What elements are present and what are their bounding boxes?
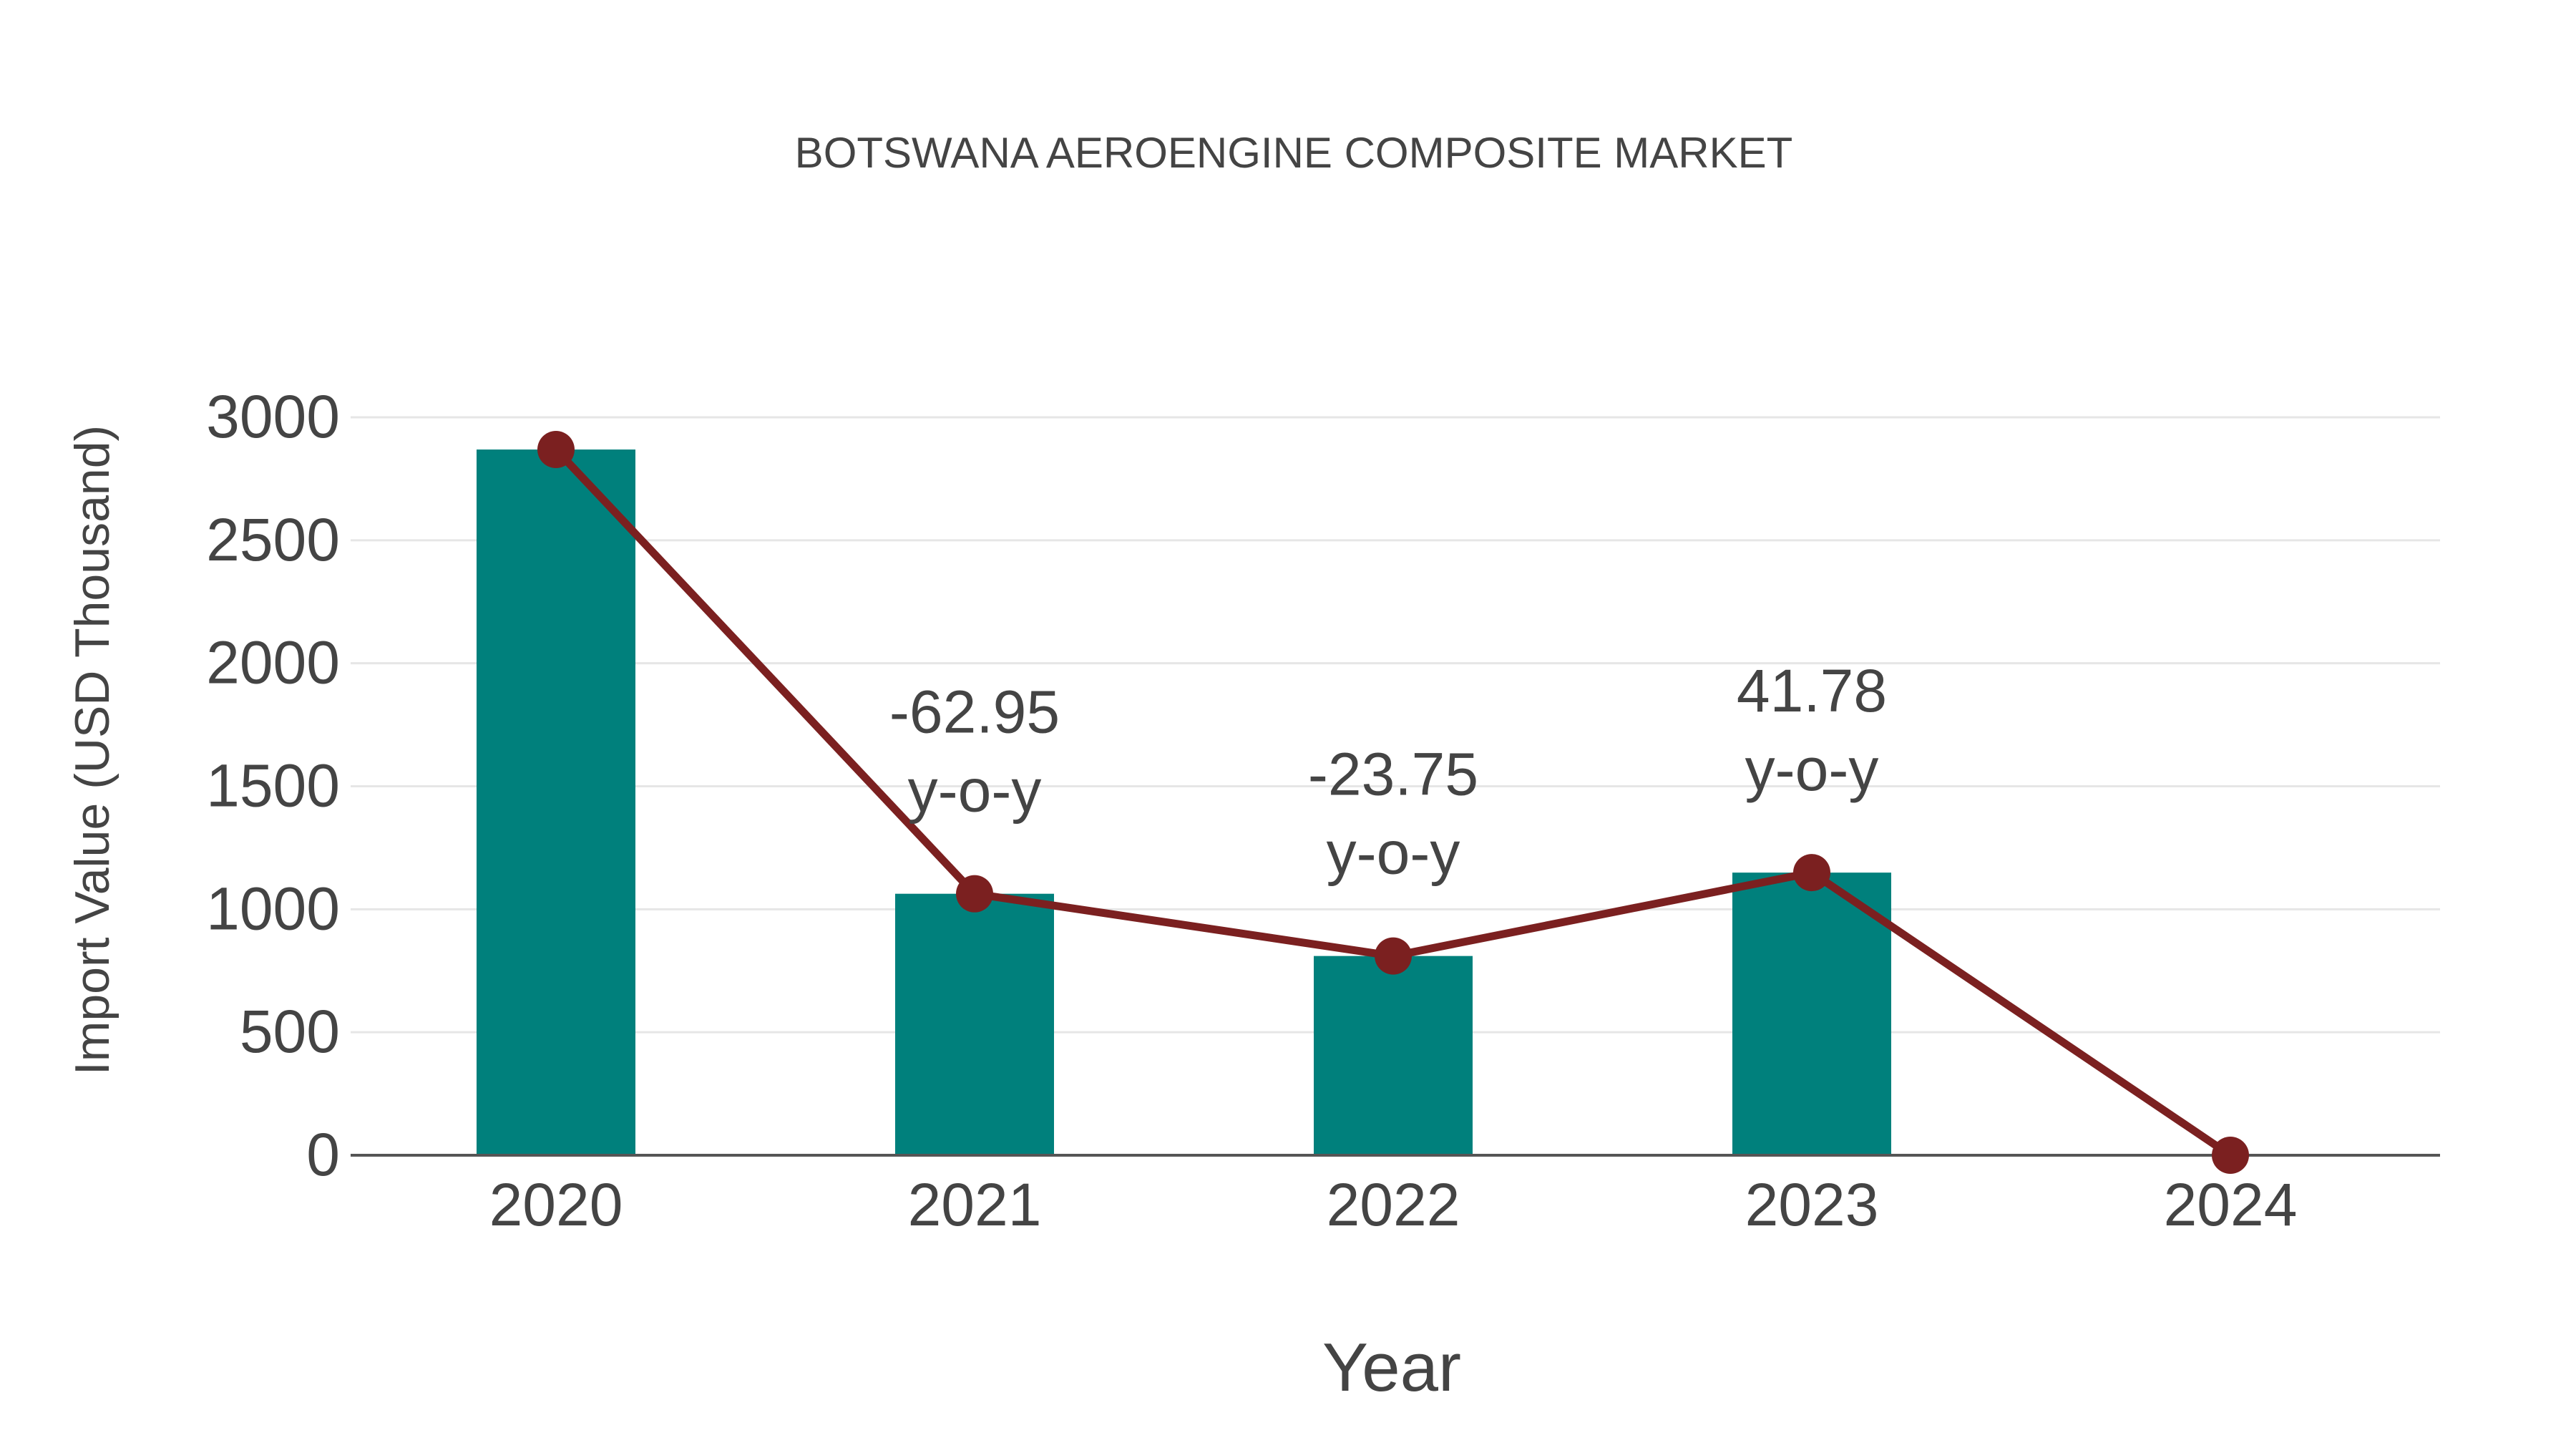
bar-2021: [895, 893, 1054, 1155]
x-tick-label: 2020: [489, 1171, 623, 1238]
yoy-suffix: y-o-y: [1745, 736, 1879, 803]
bar-2022: [1314, 956, 1473, 1155]
bar-series: [477, 449, 1891, 1155]
yoy-annotations: -62.95 y-o-y -23.75 y-o-y 41.78 y-o-y: [889, 657, 1887, 887]
y-axis-title: Import Value (USD Thousand): [65, 425, 119, 1075]
yoy-value: -62.95: [889, 679, 1060, 746]
line-marker-2023: [1793, 854, 1830, 892]
yoy-annotation-2021: -62.95 y-o-y: [889, 679, 1060, 825]
yoy-suffix: y-o-y: [1327, 820, 1460, 887]
y-tick-label: 500: [240, 998, 340, 1065]
y-tick-label: 3000: [206, 383, 340, 450]
bar-2020: [477, 449, 635, 1155]
line-marker-2022: [1375, 937, 1412, 975]
line-marker-2021: [956, 875, 993, 913]
chart-title: BOTSWANA AEROENGINE COMPOSITE MARKET: [795, 129, 1793, 177]
yoy-annotation-2023: 41.78 y-o-y: [1737, 657, 1887, 803]
bar-2023: [1732, 873, 1891, 1155]
y-tick-label: 2500: [206, 506, 340, 573]
yoy-value: 41.78: [1737, 657, 1887, 724]
line-series: [537, 431, 2249, 1174]
gridlines: [351, 416, 2440, 1034]
yoy-suffix: y-o-y: [908, 757, 1042, 825]
line-marker-2020: [537, 431, 575, 469]
yoy-value: -23.75: [1308, 741, 1478, 808]
x-axis-title: Year: [1322, 1329, 1461, 1406]
yoy-annotation-2022: -23.75 y-o-y: [1308, 741, 1478, 887]
y-tick-label: 2000: [206, 629, 340, 696]
y-tick-label: 1000: [206, 875, 340, 942]
x-tick-label: 2023: [1745, 1171, 1879, 1238]
x-axis-ticks: 2020 2021 2022 2023 2024: [489, 1171, 2298, 1238]
x-tick-label: 2024: [2164, 1171, 2298, 1238]
x-tick-label: 2022: [1327, 1171, 1460, 1238]
y-tick-label: 0: [306, 1121, 340, 1188]
line-marker-2024: [2212, 1137, 2249, 1174]
y-axis-ticks: 0 500 1000 1500 2000 2500 3000: [206, 383, 340, 1188]
x-tick-label: 2021: [908, 1171, 1042, 1238]
y-tick-label: 1500: [206, 752, 340, 820]
